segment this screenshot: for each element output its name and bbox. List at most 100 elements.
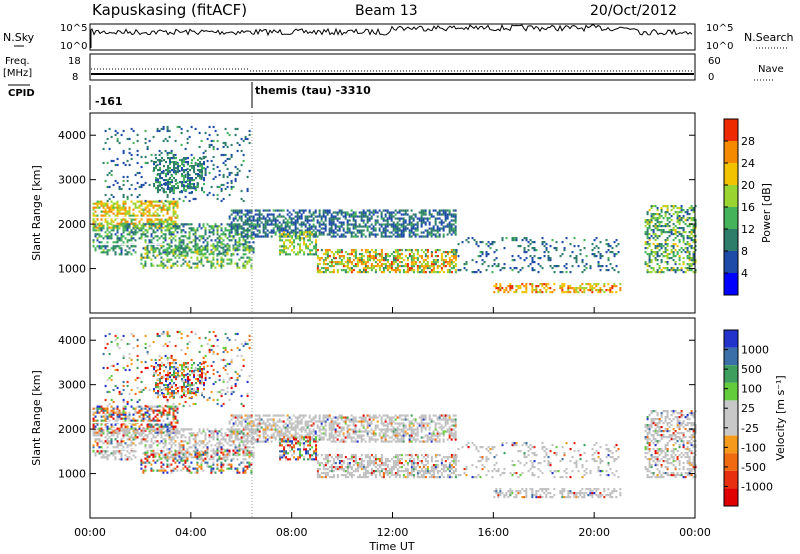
power-cell (106, 161, 109, 165)
power-cell (291, 241, 294, 244)
power-cell (434, 219, 437, 222)
power-cell (236, 248, 239, 251)
power-cell (650, 219, 653, 222)
power-cell (384, 235, 387, 238)
power-cell (414, 233, 417, 236)
power-cell (597, 251, 600, 254)
power-cell (368, 219, 371, 222)
power-cell (376, 221, 379, 224)
power-cell (525, 285, 528, 288)
power-cell (332, 269, 335, 272)
power-cell (222, 251, 225, 254)
power-cell (328, 233, 331, 236)
velocity-cell (238, 442, 241, 445)
power-cell (692, 225, 695, 228)
velocity-cell (116, 440, 119, 443)
power-cell (187, 157, 190, 160)
velocity-cell (122, 434, 125, 437)
power-cell (648, 227, 651, 230)
power-cell (154, 235, 157, 238)
power-cell (246, 221, 249, 224)
power-cell (190, 227, 193, 230)
power-cell (166, 193, 169, 197)
power-cell (168, 231, 171, 234)
power-cell (116, 157, 119, 161)
power-cell (212, 231, 215, 234)
velocity-cell (98, 407, 101, 410)
power-cell (330, 221, 333, 224)
velocity-cell (232, 452, 235, 455)
power-cell (180, 131, 183, 135)
power-cell (682, 229, 685, 232)
power-cell (258, 209, 261, 212)
power-cell (232, 223, 235, 226)
power-cell (150, 258, 153, 261)
power-cell (489, 247, 492, 250)
power-cell (424, 229, 427, 232)
power-cell (448, 221, 451, 224)
power-cell (543, 245, 546, 248)
power-cell (270, 231, 273, 234)
power-cell (660, 261, 663, 264)
power-cell (340, 235, 343, 238)
power-cell (116, 206, 119, 209)
power-cell (134, 202, 137, 205)
power-cell (311, 253, 314, 256)
power-cell (666, 269, 669, 272)
velocity-cell (126, 425, 129, 428)
power-cell (272, 231, 275, 234)
power-cell (370, 215, 373, 218)
power-cell (236, 264, 239, 267)
power-cell (400, 231, 403, 234)
power-cell (396, 211, 399, 214)
power-cell (336, 261, 339, 264)
power-cell (666, 231, 669, 234)
power-cell (336, 225, 339, 228)
velocity-cell (132, 423, 135, 426)
power-cell (366, 229, 369, 232)
power-cell (301, 237, 304, 240)
power-cell (222, 253, 225, 256)
power-cell (174, 153, 177, 157)
power-cell (154, 223, 157, 226)
power-cell (210, 227, 213, 230)
power-cell (206, 193, 209, 197)
velocity-cell (126, 438, 129, 441)
velocity-cell (244, 458, 247, 461)
power-cell (166, 212, 169, 215)
power-cell (230, 155, 233, 159)
power-cell (370, 267, 373, 270)
power-cell (666, 261, 669, 264)
power-cell (304, 215, 307, 218)
power-cell (220, 262, 223, 265)
power-cell (183, 181, 186, 184)
power-cell (118, 253, 121, 256)
velocity-cell (128, 438, 131, 441)
power-cell (307, 235, 310, 238)
velocity-cell (106, 456, 109, 459)
velocity-cell (158, 432, 161, 435)
power-cell (183, 189, 186, 192)
power-cell (146, 250, 149, 253)
power-cell (156, 163, 159, 167)
power-cell (450, 215, 453, 218)
power-cell (410, 267, 413, 270)
power-cell (410, 209, 413, 212)
power-cell (690, 217, 693, 220)
power-cell (336, 213, 339, 216)
power-cell (165, 161, 168, 164)
power-cell (686, 235, 689, 238)
power-cell (561, 285, 564, 288)
velocity-cell (162, 425, 165, 428)
power-cell (309, 235, 312, 238)
velocity-cell (214, 428, 217, 431)
power-cell (106, 202, 109, 205)
power-cell (234, 217, 237, 220)
power-cell (222, 175, 225, 179)
power-cell (102, 237, 105, 240)
velocity-cell (198, 444, 201, 447)
power-cell (294, 215, 297, 218)
power-cell (332, 219, 335, 222)
velocity-cell (220, 432, 223, 435)
power-cell (310, 213, 313, 216)
